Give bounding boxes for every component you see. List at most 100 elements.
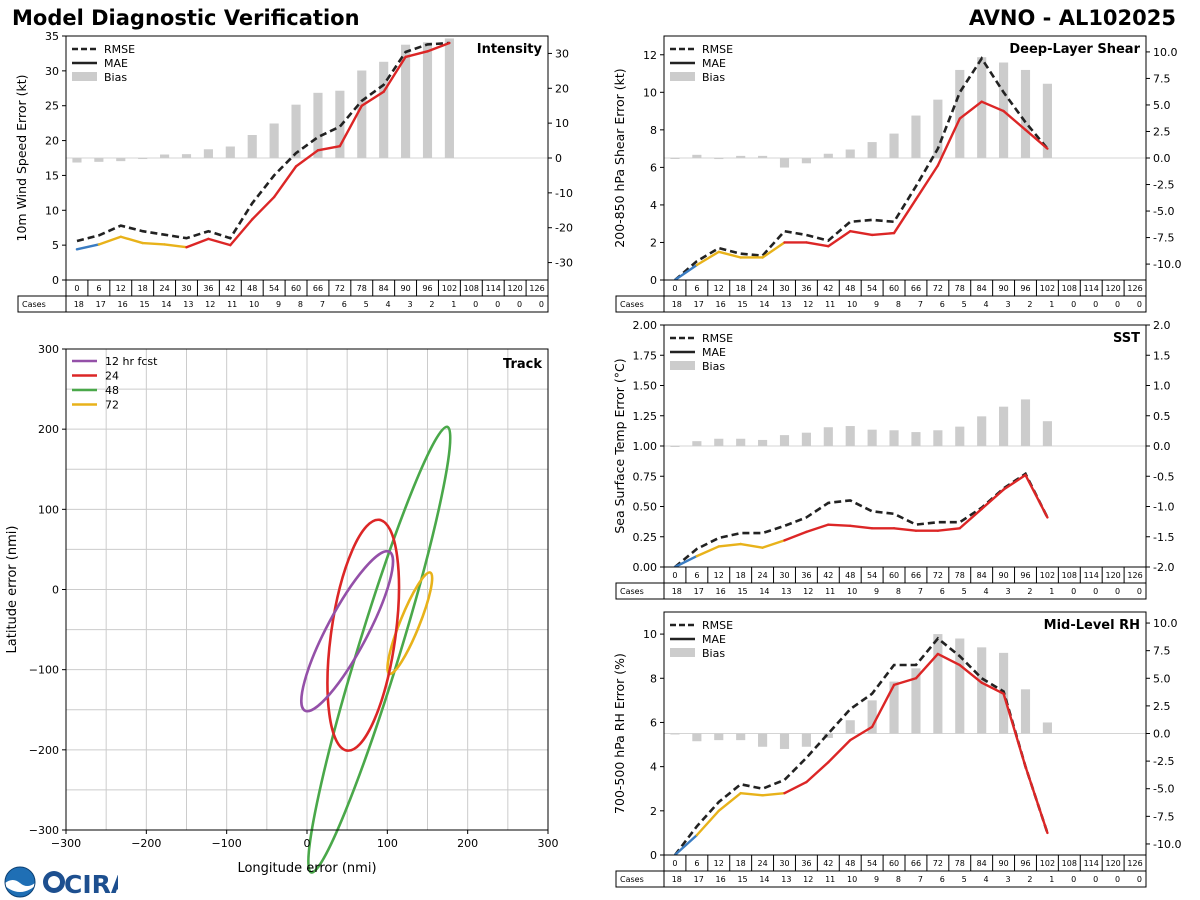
- lead-value: 42: [225, 284, 235, 293]
- bias-bar: [313, 92, 323, 158]
- panel-title: Intensity: [477, 42, 543, 57]
- mae-segment: [958, 100, 983, 120]
- lead-value: 54: [867, 284, 877, 293]
- lead-value: 66: [911, 571, 921, 580]
- y2-tick-label: 30: [555, 47, 569, 60]
- lead-value: 42: [823, 571, 833, 580]
- y-tick-label: 100: [38, 503, 59, 516]
- y2-tick-label: -5.0: [1153, 205, 1174, 218]
- legend-bias-label: Bias: [702, 647, 725, 660]
- mae-segment: [695, 545, 720, 558]
- bias-bar: [670, 158, 680, 159]
- lead-value: 30: [181, 284, 191, 293]
- panel-shear: 024681012-10.0-7.5-5.0-2.50.02.55.07.510…: [612, 35, 1181, 313]
- mae-segment: [185, 237, 210, 249]
- lead-value: 84: [977, 859, 987, 868]
- mae-segment: [1002, 473, 1027, 491]
- panel-track: −300−300 −200 −200 −100 −100 0 0 100 100 200 200 30…: [5, 343, 559, 876]
- lead-value: 30: [779, 571, 789, 580]
- case-count: 12: [803, 875, 813, 884]
- lead-value: 108: [464, 284, 479, 293]
- bias-bar: [335, 90, 345, 158]
- mae-segment: [717, 542, 742, 548]
- bias-bar: [823, 153, 833, 158]
- lead-value: 60: [291, 284, 301, 293]
- mae-segment: [360, 90, 385, 107]
- bias-bar: [94, 158, 104, 162]
- case-count: 8: [896, 300, 901, 309]
- lead-value: 120: [1105, 571, 1120, 580]
- lead-value: 102: [1040, 284, 1055, 293]
- cases-label: Cases: [620, 300, 644, 309]
- mae-segment: [739, 791, 764, 797]
- case-count: 0: [1115, 300, 1120, 309]
- y-tick-label: 25: [45, 100, 59, 113]
- y-tick-label: 20: [45, 135, 59, 148]
- case-count: 1: [1049, 587, 1054, 596]
- y2-tick-label: 0: [555, 152, 562, 165]
- case-count: 13: [183, 300, 193, 309]
- bias-bar: [247, 134, 257, 158]
- case-count: 18: [672, 300, 682, 309]
- case-count: 14: [759, 587, 769, 596]
- rmse-line: [76, 41, 450, 243]
- cases-row: [615, 295, 1147, 313]
- panel-title: SST: [1113, 331, 1140, 346]
- bias-bar: [977, 647, 987, 734]
- bias-bar: [181, 154, 192, 158]
- bias-bar: [845, 426, 855, 446]
- y-tick-label: 2: [650, 805, 657, 818]
- cases-row: [615, 870, 1147, 888]
- mae-segment: [827, 523, 852, 528]
- bias-bar: [933, 634, 943, 734]
- panel-rh: 0246810-10.0-7.5-5.0-2.50.02.55.07.510.0…: [612, 611, 1181, 888]
- lead-value: 36: [801, 284, 811, 293]
- lead-value: 36: [203, 284, 213, 293]
- mae-segment: [849, 229, 874, 237]
- y2-tick-label: 0.0: [1153, 152, 1171, 165]
- lead-value: 30: [779, 284, 789, 293]
- bias-bar: [889, 430, 899, 446]
- mae-segment: [761, 241, 786, 259]
- y2-tick-label: 0.0: [1153, 728, 1171, 741]
- lead-value: 18: [736, 571, 746, 580]
- legend-bias-swatch: [72, 72, 97, 81]
- bias-bar: [1042, 722, 1052, 734]
- case-count: 12: [803, 300, 813, 309]
- case-count: 3: [1005, 875, 1010, 884]
- case-count: 10: [847, 875, 857, 884]
- y-tick-label: 1.00: [633, 440, 658, 453]
- case-count: 13: [781, 875, 791, 884]
- legend-bias-label: Bias: [702, 71, 725, 84]
- case-count: 3: [1005, 300, 1010, 309]
- lead-value: 84: [977, 284, 987, 293]
- x-tick-label: −100: [212, 837, 242, 850]
- case-count: 0: [517, 300, 522, 309]
- case-count: 17: [694, 587, 704, 596]
- y-tick-label: 2: [650, 236, 657, 249]
- lead-value: 12: [714, 571, 724, 580]
- y-tick-label: 4: [650, 761, 657, 774]
- legend-bias-label: Bias: [104, 71, 127, 84]
- lead-value: 96: [1020, 571, 1030, 580]
- case-count: 12: [205, 300, 215, 309]
- lead-value: 0: [672, 859, 677, 868]
- lead-value: 54: [867, 571, 877, 580]
- mae-segment: [1024, 765, 1049, 835]
- bias-bar: [779, 733, 790, 749]
- case-count: 11: [825, 875, 835, 884]
- panel-sst: 0.000.250.500.751.001.251.501.752.00-2.0…: [612, 319, 1174, 600]
- bias-bar: [401, 44, 411, 158]
- x-tick-label: 200: [457, 837, 478, 850]
- mae-segment: [827, 738, 852, 764]
- y-axis-label: Latitude error (nmi): [5, 526, 20, 654]
- y2-tick-label: 2.5: [1153, 125, 1171, 138]
- y-tick-label: 8: [650, 124, 657, 137]
- bias-bar: [357, 70, 367, 158]
- bias-bar: [977, 57, 987, 158]
- mae-segment: [761, 791, 786, 797]
- lead-value: 102: [442, 284, 457, 293]
- case-count: 10: [249, 300, 259, 309]
